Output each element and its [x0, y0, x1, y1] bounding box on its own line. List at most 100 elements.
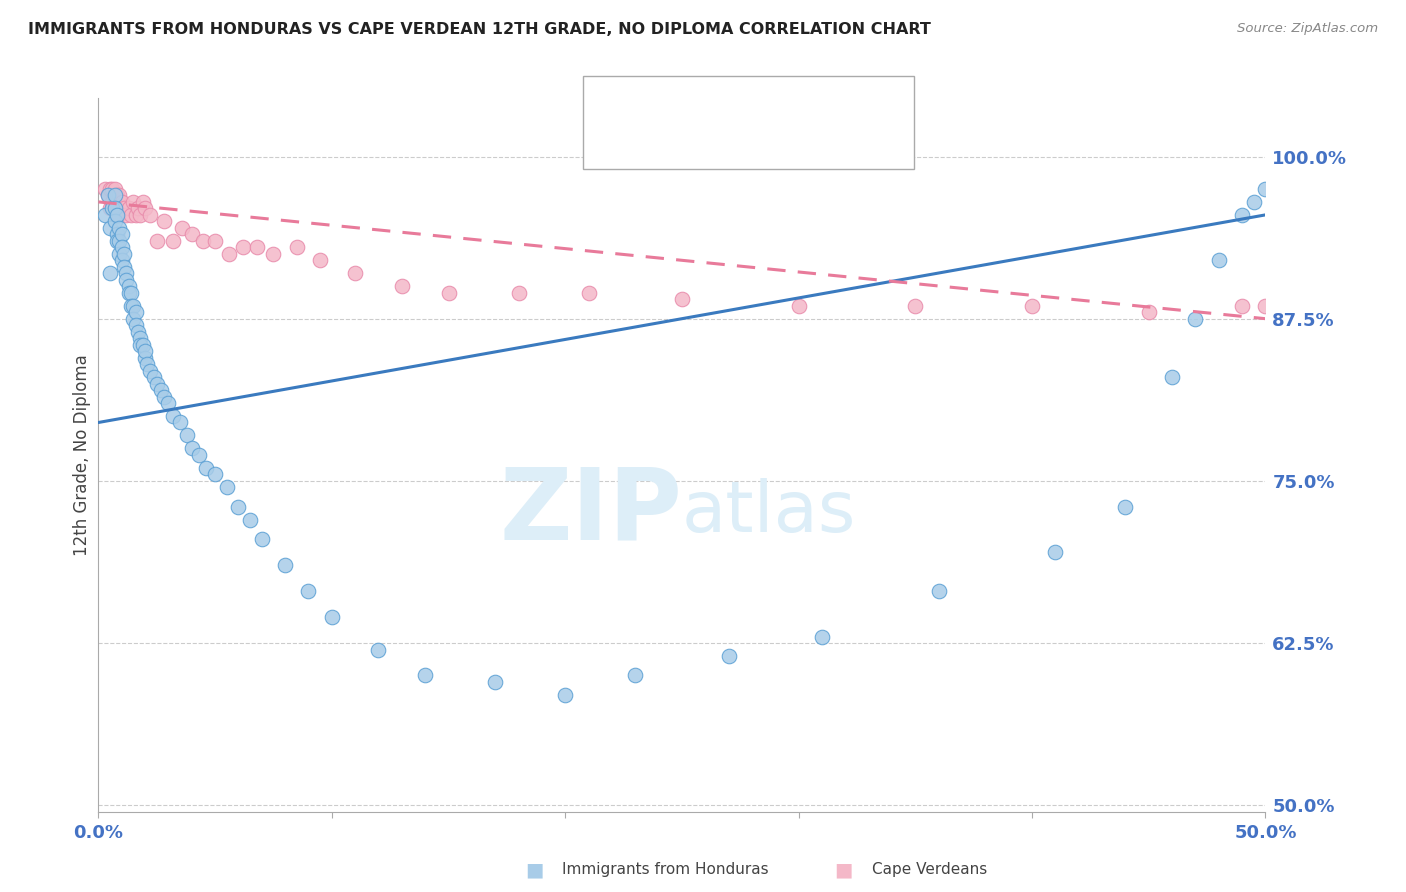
- Point: [101, 182, 124, 196]
- Point: [105, 234, 128, 248]
- Point: [120, 299, 142, 313]
- Point: [146, 234, 169, 248]
- Point: [108, 208, 131, 222]
- Point: [94, 208, 117, 222]
- Point: [112, 247, 135, 261]
- Point: [108, 188, 131, 202]
- Point: [274, 558, 297, 573]
- Point: [104, 214, 127, 228]
- Point: [132, 194, 155, 209]
- Point: [112, 260, 135, 274]
- Point: [508, 285, 530, 300]
- Point: [250, 533, 273, 547]
- Point: [1114, 500, 1136, 514]
- Point: [104, 194, 127, 209]
- Point: [118, 279, 141, 293]
- Point: [928, 584, 950, 599]
- Point: [139, 208, 162, 222]
- Point: [129, 208, 152, 222]
- Point: [157, 396, 180, 410]
- Point: [285, 240, 308, 254]
- Point: [239, 513, 262, 527]
- Text: R =: R =: [644, 136, 679, 152]
- Point: [127, 325, 149, 339]
- Point: [309, 253, 332, 268]
- Text: 58: 58: [796, 136, 818, 152]
- Point: [129, 337, 152, 351]
- Text: IMMIGRANTS FROM HONDURAS VS CAPE VERDEAN 12TH GRADE, NO DIPLOMA CORRELATION CHAR: IMMIGRANTS FROM HONDURAS VS CAPE VERDEAN…: [28, 22, 931, 37]
- Point: [624, 668, 647, 682]
- Point: [132, 337, 155, 351]
- Point: [1243, 194, 1265, 209]
- Text: N =: N =: [755, 94, 792, 109]
- Point: [111, 227, 134, 242]
- Text: -0.076: -0.076: [686, 136, 742, 152]
- Point: [344, 266, 367, 280]
- Text: R =: R =: [644, 94, 679, 109]
- Point: [437, 285, 460, 300]
- Point: [152, 390, 174, 404]
- Point: [554, 688, 576, 702]
- Point: [228, 500, 250, 514]
- Point: [105, 208, 128, 222]
- Point: [152, 214, 174, 228]
- Point: [367, 642, 389, 657]
- Point: [108, 234, 131, 248]
- Point: [125, 305, 148, 319]
- Point: [1230, 299, 1253, 313]
- Point: [129, 331, 152, 345]
- Text: Source: ZipAtlas.com: Source: ZipAtlas.com: [1237, 22, 1378, 36]
- Point: [97, 188, 120, 202]
- Point: [1161, 370, 1184, 384]
- Text: ■: ■: [524, 860, 544, 880]
- Point: [1137, 305, 1160, 319]
- Point: [204, 467, 226, 482]
- Point: [811, 630, 834, 644]
- Point: [111, 194, 134, 209]
- Point: [108, 220, 131, 235]
- Point: [180, 227, 202, 242]
- Point: [1254, 182, 1277, 196]
- Point: [125, 318, 148, 333]
- Point: [193, 234, 215, 248]
- Point: [484, 675, 506, 690]
- Text: 72: 72: [796, 94, 818, 109]
- Bar: [600, 86, 631, 118]
- Point: [115, 273, 138, 287]
- Point: [105, 208, 128, 222]
- Point: [104, 188, 127, 202]
- Point: [1230, 208, 1253, 222]
- Point: [246, 240, 269, 254]
- Y-axis label: 12th Grade, No Diploma: 12th Grade, No Diploma: [73, 354, 91, 556]
- Point: [232, 240, 254, 254]
- Point: [111, 253, 134, 268]
- Point: [1021, 299, 1043, 313]
- Bar: [600, 128, 631, 160]
- Point: [1045, 545, 1067, 559]
- Point: [134, 351, 156, 365]
- Point: [94, 182, 117, 196]
- Point: [194, 461, 217, 475]
- Point: [115, 208, 138, 222]
- Text: 0.301: 0.301: [686, 94, 737, 109]
- Point: [413, 668, 436, 682]
- Point: [120, 208, 142, 222]
- Point: [671, 292, 693, 306]
- Point: [125, 208, 148, 222]
- Point: [104, 202, 127, 216]
- Point: [215, 480, 238, 494]
- Point: [143, 370, 166, 384]
- Point: [101, 194, 124, 209]
- Point: [111, 240, 134, 254]
- Point: [105, 227, 128, 242]
- Point: [98, 266, 121, 280]
- Point: [262, 247, 284, 261]
- Point: [578, 285, 600, 300]
- Text: N =: N =: [755, 136, 792, 152]
- Text: Cape Verdeans: Cape Verdeans: [872, 863, 987, 877]
- Point: [150, 383, 173, 397]
- Point: [136, 357, 159, 371]
- Text: ZIP: ZIP: [499, 464, 682, 560]
- Point: [218, 247, 240, 261]
- Point: [717, 648, 740, 663]
